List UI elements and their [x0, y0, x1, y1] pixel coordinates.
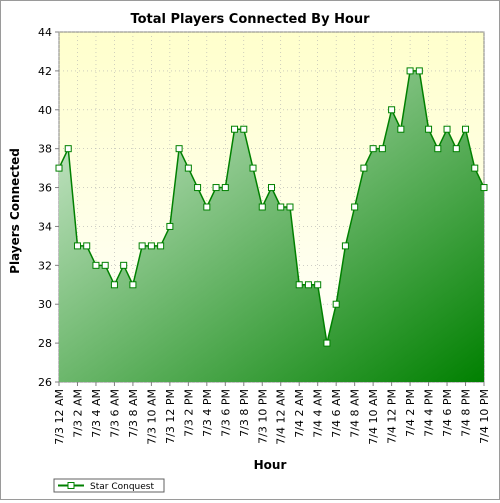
- x-tick-label: 7/3 2 PM: [182, 389, 195, 437]
- series-area: [59, 70, 484, 382]
- data-point: [369, 145, 377, 153]
- data-point: [471, 164, 479, 172]
- data-point: [360, 164, 368, 172]
- data-point: [351, 203, 359, 211]
- data-point: [388, 106, 396, 114]
- data-point: [434, 145, 442, 153]
- data-point: [166, 222, 174, 230]
- y-tick-label: 44: [38, 26, 52, 39]
- x-tick-label: 7/3 10 AM: [145, 389, 158, 445]
- x-tick-label: 7/3 4 PM: [201, 389, 214, 437]
- series-area-fill: [59, 70, 484, 382]
- x-tick-label: 7/4 10 AM: [367, 389, 380, 445]
- x-tick-label: 7/3 6 PM: [219, 389, 232, 437]
- x-tick-label: 7/4 4 AM: [312, 389, 325, 438]
- y-tick-label: 38: [38, 143, 52, 156]
- data-point: [64, 145, 72, 153]
- data-point: [240, 125, 248, 133]
- data-point: [138, 242, 146, 250]
- data-point: [443, 125, 451, 133]
- data-point: [277, 203, 285, 211]
- data-point: [184, 164, 192, 172]
- data-point: [147, 242, 155, 250]
- data-point: [157, 242, 165, 250]
- x-tick-label: 7/4 8 PM: [460, 389, 473, 437]
- data-point: [452, 145, 460, 153]
- y-tick-label: 32: [38, 259, 52, 272]
- legend: Star Conquest: [53, 478, 165, 493]
- x-tick-label: 7/3 8 AM: [127, 389, 140, 438]
- x-tick-label: 7/4 10 PM: [478, 389, 491, 444]
- data-point: [425, 125, 433, 133]
- x-tick-label: 7/4 2 PM: [404, 389, 417, 437]
- data-point: [462, 125, 470, 133]
- x-tick-label: 7/3 2 AM: [71, 389, 84, 438]
- data-point: [101, 261, 109, 269]
- data-point: [231, 125, 239, 133]
- x-tick-label: 7/3 4 AM: [90, 389, 103, 438]
- data-point: [295, 281, 303, 289]
- legend-marker-icon: [67, 482, 75, 489]
- data-point: [341, 242, 349, 250]
- y-tick-label: 40: [38, 104, 52, 117]
- y-tick-label: 28: [38, 337, 52, 350]
- legend-label: Star Conquest: [90, 482, 154, 492]
- x-tick-label: 7/4 12 PM: [386, 389, 399, 444]
- data-point: [129, 281, 137, 289]
- data-point: [323, 339, 331, 347]
- legend-box: [53, 478, 165, 493]
- data-point: [397, 125, 405, 133]
- data-point: [304, 281, 312, 289]
- x-tick-label: 7/4 2 AM: [293, 389, 306, 438]
- data-point: [286, 203, 294, 211]
- x-tick-label: 7/4 8 AM: [349, 389, 362, 438]
- x-tick-label: 7/4 6 PM: [441, 389, 454, 437]
- x-tick-label: 7/4 12 AM: [275, 389, 288, 445]
- y-tick-label: 36: [38, 182, 52, 195]
- y-axis-ticks: 26 28 30 32 34 36 38 40 42 44: [38, 26, 59, 389]
- data-point: [110, 281, 118, 289]
- data-point: [268, 184, 275, 192]
- y-tick-label: 42: [38, 65, 52, 78]
- data-point: [406, 67, 414, 75]
- x-tick-label: 7/4 6 AM: [330, 389, 343, 438]
- data-point: [378, 145, 386, 153]
- data-point: [83, 242, 91, 250]
- x-axis-title: Hour: [254, 458, 287, 472]
- x-axis-ticks: 7/3 12 AM 7/3 2 AM 7/3 4 AM 7/3 6 AM 7/3 8 A…: [53, 382, 491, 445]
- y-axis-title: Players Connected: [8, 148, 22, 274]
- x-tick-label: 7/4 4 PM: [423, 389, 436, 437]
- data-point: [480, 184, 488, 192]
- data-point: [55, 164, 63, 172]
- x-tick-label: 7/3 8 PM: [238, 389, 251, 437]
- data-point: [203, 203, 211, 211]
- data-point: [249, 164, 257, 172]
- data-point: [194, 184, 202, 192]
- data-point: [221, 184, 229, 192]
- series-points: [55, 67, 488, 347]
- data-point: [415, 67, 423, 75]
- data-point: [73, 242, 81, 250]
- chart-title: Total Players Connected By Hour: [130, 12, 370, 27]
- data-point: [314, 281, 322, 289]
- y-tick-label: 30: [38, 298, 52, 311]
- data-point: [120, 261, 128, 269]
- y-tick-label: 34: [38, 220, 52, 233]
- x-tick-label: 7/3 12 PM: [164, 389, 177, 444]
- x-tick-label: 7/3 6 AM: [108, 389, 121, 438]
- data-point: [92, 261, 100, 269]
- data-point: [332, 300, 340, 308]
- data-point: [258, 203, 266, 211]
- data-point: [212, 184, 220, 192]
- x-tick-label: 7/3 12 AM: [53, 389, 66, 445]
- y-tick-label: 26: [38, 376, 52, 389]
- data-point: [175, 145, 183, 153]
- x-tick-label: 7/3 10 PM: [256, 389, 269, 444]
